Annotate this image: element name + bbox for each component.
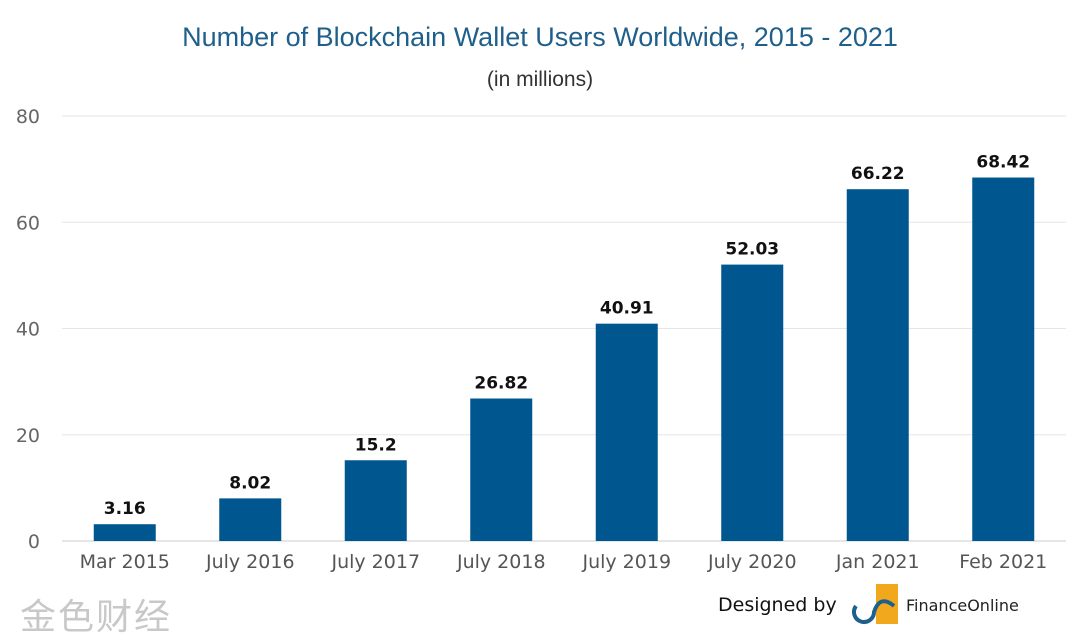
data-label: 8.02	[229, 473, 271, 493]
data-label: 15.2	[355, 435, 397, 455]
data-label: 3.16	[104, 499, 146, 519]
x-tick-label: July 2020	[707, 551, 797, 573]
bar	[721, 264, 784, 541]
x-tick-label: July 2017	[330, 551, 420, 573]
x-tick-label: July 2018	[456, 551, 546, 573]
bar	[93, 524, 156, 541]
bar	[846, 189, 909, 542]
x-tick-label: July 2019	[581, 551, 671, 573]
data-label: 40.91	[600, 299, 654, 319]
designed-by-label: Designed by	[718, 594, 837, 616]
y-tick-label: 20	[16, 425, 40, 447]
chart-subtitle: (in millions)	[486, 68, 594, 91]
y-tick-label: 80	[16, 106, 40, 128]
x-tick-label: Mar 2015	[80, 551, 170, 573]
bar	[344, 460, 407, 541]
x-tick-label: Feb 2021	[959, 551, 1047, 573]
data-label: 68.42	[976, 153, 1030, 173]
chart-title: Number of Blockchain Wallet Users Worldw…	[182, 22, 898, 52]
x-tick-label: July 2016	[205, 551, 295, 573]
data-label: 66.22	[851, 164, 905, 184]
data-label: 52.03	[725, 240, 779, 260]
bar	[595, 323, 658, 541]
bar	[219, 498, 282, 541]
x-tick-label: Jan 2021	[835, 551, 920, 573]
y-tick-label: 40	[16, 319, 40, 341]
y-tick-label: 0	[28, 531, 40, 553]
bar	[972, 177, 1035, 542]
y-tick-label: 60	[16, 212, 40, 234]
logo-text: FinanceOnline	[906, 596, 1019, 615]
data-label: 26.82	[474, 374, 528, 394]
watermark: 金色财经	[20, 597, 173, 638]
financeonline-logo-icon	[852, 584, 898, 624]
bar	[470, 398, 533, 541]
